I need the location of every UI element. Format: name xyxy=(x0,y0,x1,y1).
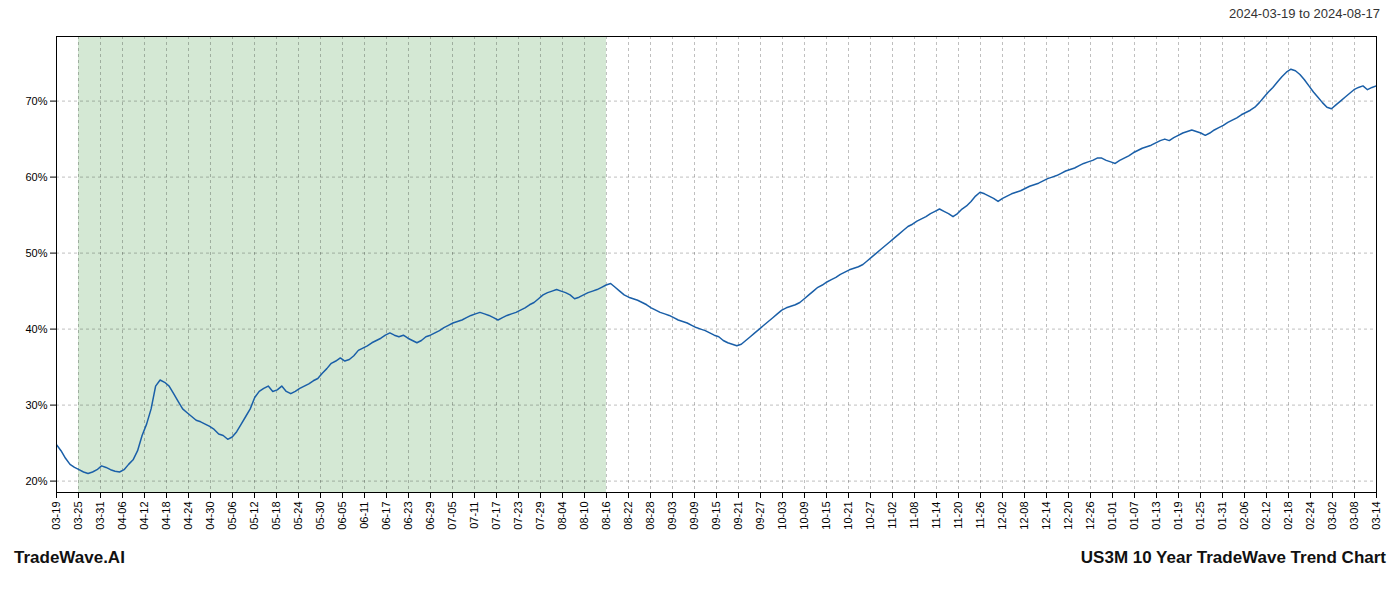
svg-text:11-08: 11-08 xyxy=(908,502,920,529)
svg-text:70%: 70% xyxy=(25,95,47,107)
svg-text:03-02: 03-02 xyxy=(1326,502,1338,530)
svg-text:01-07: 01-07 xyxy=(1128,502,1140,530)
svg-text:05-12: 05-12 xyxy=(248,502,260,530)
svg-text:09-15: 09-15 xyxy=(710,502,722,530)
svg-text:03-08: 03-08 xyxy=(1348,502,1360,530)
svg-text:01-13: 01-13 xyxy=(1150,502,1162,530)
svg-text:02-12: 02-12 xyxy=(1260,502,1272,530)
svg-text:03-14: 03-14 xyxy=(1370,502,1382,530)
svg-text:03-31: 03-31 xyxy=(94,502,106,530)
svg-text:10-15: 10-15 xyxy=(820,502,832,530)
svg-text:12-14: 12-14 xyxy=(1040,502,1052,530)
svg-text:20%: 20% xyxy=(25,475,47,487)
svg-text:12-08: 12-08 xyxy=(1018,502,1030,530)
svg-text:10-21: 10-21 xyxy=(842,502,854,530)
svg-text:02-06: 02-06 xyxy=(1238,502,1250,530)
svg-text:04-24: 04-24 xyxy=(182,502,194,530)
svg-text:06-11: 06-11 xyxy=(358,502,370,529)
svg-text:06-23: 06-23 xyxy=(402,502,414,530)
svg-text:01-19: 01-19 xyxy=(1172,502,1184,530)
svg-text:08-04: 08-04 xyxy=(556,502,568,530)
svg-text:04-30: 04-30 xyxy=(204,502,216,530)
svg-text:01-31: 01-31 xyxy=(1216,502,1228,530)
svg-text:12-02: 12-02 xyxy=(996,502,1008,530)
svg-text:40%: 40% xyxy=(25,323,47,335)
svg-text:03-25: 03-25 xyxy=(72,502,84,530)
svg-text:08-16: 08-16 xyxy=(600,502,612,530)
svg-text:01-25: 01-25 xyxy=(1194,502,1206,530)
svg-text:10-09: 10-09 xyxy=(798,502,810,530)
svg-text:07-29: 07-29 xyxy=(534,502,546,530)
svg-text:11-20: 11-20 xyxy=(952,502,964,529)
html-text:TradeWave.AI: TradeWave.AI xyxy=(14,548,125,567)
svg-text:11-02: 11-02 xyxy=(886,502,898,529)
svg-text:50%: 50% xyxy=(25,247,47,259)
svg-text:11-26: 11-26 xyxy=(974,502,986,529)
svg-text:05-30: 05-30 xyxy=(314,502,326,530)
svg-text:04-12: 04-12 xyxy=(138,502,150,530)
svg-text:08-22: 08-22 xyxy=(622,502,634,530)
svg-text:02-18: 02-18 xyxy=(1282,502,1294,530)
svg-text:07-11: 07-11 xyxy=(468,502,480,529)
svg-text:09-09: 09-09 xyxy=(688,502,700,530)
svg-text:12-26: 12-26 xyxy=(1084,502,1096,530)
svg-text:09-03: 09-03 xyxy=(666,502,678,530)
svg-text:07-17: 07-17 xyxy=(490,502,502,530)
svg-text:05-24: 05-24 xyxy=(292,502,304,530)
svg-text:10-27: 10-27 xyxy=(864,502,876,530)
svg-text:04-18: 04-18 xyxy=(160,502,172,530)
svg-text:09-21: 09-21 xyxy=(732,502,744,530)
svg-text:07-23: 07-23 xyxy=(512,502,524,530)
svg-text:08-28: 08-28 xyxy=(644,502,656,530)
svg-text:06-29: 06-29 xyxy=(424,502,436,530)
svg-text:03-19: 03-19 xyxy=(50,502,62,530)
svg-text:06-05: 06-05 xyxy=(336,502,348,530)
html-text:2024-03-19 to 2024-08-17: 2024-03-19 to 2024-08-17 xyxy=(1228,6,1380,21)
svg-text:09-27: 09-27 xyxy=(754,502,766,530)
svg-text:10-03: 10-03 xyxy=(776,502,788,530)
svg-text:30%: 30% xyxy=(25,399,47,411)
svg-text:06-17: 06-17 xyxy=(380,502,392,530)
svg-text:05-18: 05-18 xyxy=(270,502,282,530)
svg-text:60%: 60% xyxy=(25,171,47,183)
html-text:US3M 10 Year TradeWave Trend C: US3M 10 Year TradeWave Trend Chart xyxy=(1080,548,1386,567)
svg-text:11-14: 11-14 xyxy=(930,502,942,529)
svg-text:02-24: 02-24 xyxy=(1304,502,1316,530)
svg-text:05-06: 05-06 xyxy=(226,502,238,530)
svg-text:12-20: 12-20 xyxy=(1062,502,1074,530)
svg-text:08-10: 08-10 xyxy=(578,502,590,530)
svg-text:01-01: 01-01 xyxy=(1106,502,1118,530)
svg-text:07-05: 07-05 xyxy=(446,502,458,530)
svg-text:04-06: 04-06 xyxy=(116,502,128,530)
